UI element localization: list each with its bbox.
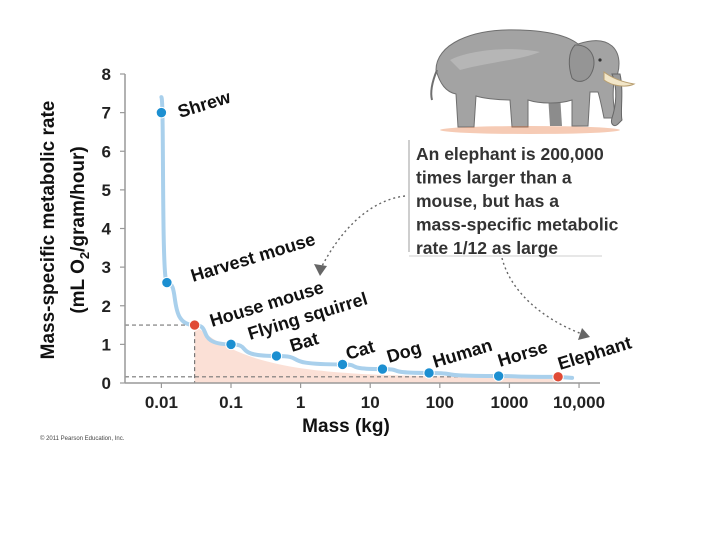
- fitted-curve: [159, 95, 575, 380]
- annotation-line: rate 1/12 as large: [416, 238, 558, 258]
- data-point-shrew: [155, 106, 168, 119]
- x-axis-title: Mass (kg): [302, 416, 390, 437]
- point-label-cat: Cat: [343, 336, 377, 364]
- y-axis-title-post: /gram/hour): [68, 146, 89, 252]
- y-axis-title: Mass-specific metabolic rate (mL O2/gram…: [38, 101, 92, 360]
- elephant-ear: [568, 44, 595, 82]
- data-point-flying-squirrel: [225, 338, 237, 351]
- copyright-notice: © 2011 Pearson Education, Inc.: [40, 435, 125, 442]
- elephant-body: [435, 29, 620, 128]
- data-point-dog: [376, 363, 389, 375]
- y-axis-title-line2: (mL O2/gram/hour): [68, 146, 92, 313]
- annotation-line: An elephant is 200,000: [416, 144, 604, 164]
- annotation-line: times larger than a: [416, 168, 572, 188]
- x-tick-label: 10,000: [553, 393, 605, 412]
- elephant-tail: [430, 69, 438, 101]
- data-point-horse: [492, 370, 505, 382]
- x-axis-ticks: 0.01 0.1 1 10 100 1000 10,000: [145, 383, 605, 412]
- point-label-harvest-mouse: Harvest mouse: [188, 229, 317, 286]
- point-label-dog: Dog: [384, 337, 423, 366]
- house-mouse-shaded-area: [194, 325, 559, 383]
- annotation-line: mass-specific metabolic: [416, 215, 619, 235]
- annotation-callout: An elephant is 200,000 times larger than …: [408, 140, 619, 258]
- data-point-harvest-mouse: [161, 276, 173, 289]
- data-point-human: [423, 367, 435, 379]
- x-tick-label: 0.01: [145, 393, 178, 412]
- x-tick-label: 0.1: [219, 393, 243, 412]
- y-tick-label: 4: [102, 220, 112, 239]
- y-tick-label: 5: [102, 181, 111, 200]
- x-tick-label: 100: [426, 393, 454, 412]
- point-label-elephant: Elephant: [555, 332, 634, 373]
- annotation-line: mouse, but has a: [416, 191, 559, 211]
- y-tick-label: 8: [102, 65, 111, 84]
- elephant-eye: [598, 58, 602, 62]
- y-tick-label: 6: [102, 142, 111, 161]
- y-axis-title-sub: 2: [77, 252, 92, 259]
- y-tick-label: 1: [102, 335, 111, 354]
- point-label-shrew: Shrew: [175, 87, 233, 122]
- data-points: [155, 106, 564, 383]
- data-point-bat: [270, 350, 283, 362]
- point-label-bat: Bat: [287, 328, 321, 356]
- point-label-human: Human: [430, 335, 494, 372]
- annotation-arrow-to-house-mouse: [314, 195, 406, 276]
- annotation-text: An elephant is 200,000 times larger than …: [416, 144, 619, 258]
- x-tick-label: 1000: [491, 393, 529, 412]
- x-tick-label: 10: [361, 393, 380, 412]
- x-tick-label: 1: [296, 393, 305, 412]
- elephant-trunk: [611, 73, 623, 127]
- shaded-region: [194, 325, 559, 383]
- elephant-tusk: [603, 71, 636, 87]
- y-tick-label: 0: [102, 374, 111, 393]
- elephant-illustration: [430, 29, 636, 134]
- elephant-shading: [450, 49, 540, 70]
- data-point-elephant: [552, 371, 564, 383]
- y-tick-label: 2: [102, 297, 111, 316]
- elephant-ground-shadow: [440, 126, 620, 134]
- point-label-horse: Horse: [495, 337, 550, 371]
- annotation-arrow-to-elephant: [501, 257, 590, 340]
- data-point-cat: [336, 358, 349, 371]
- y-tick-label: 3: [102, 258, 111, 277]
- y-axis-title-line1: Mass-specific metabolic rate: [38, 101, 59, 360]
- y-axis-ticks: 0 1 2 3 4 5 6 7 8: [102, 65, 125, 393]
- data-point-house-mouse: [188, 319, 201, 331]
- y-tick-label: 7: [102, 104, 111, 123]
- y-axis-title-pre: (mL O: [68, 259, 89, 314]
